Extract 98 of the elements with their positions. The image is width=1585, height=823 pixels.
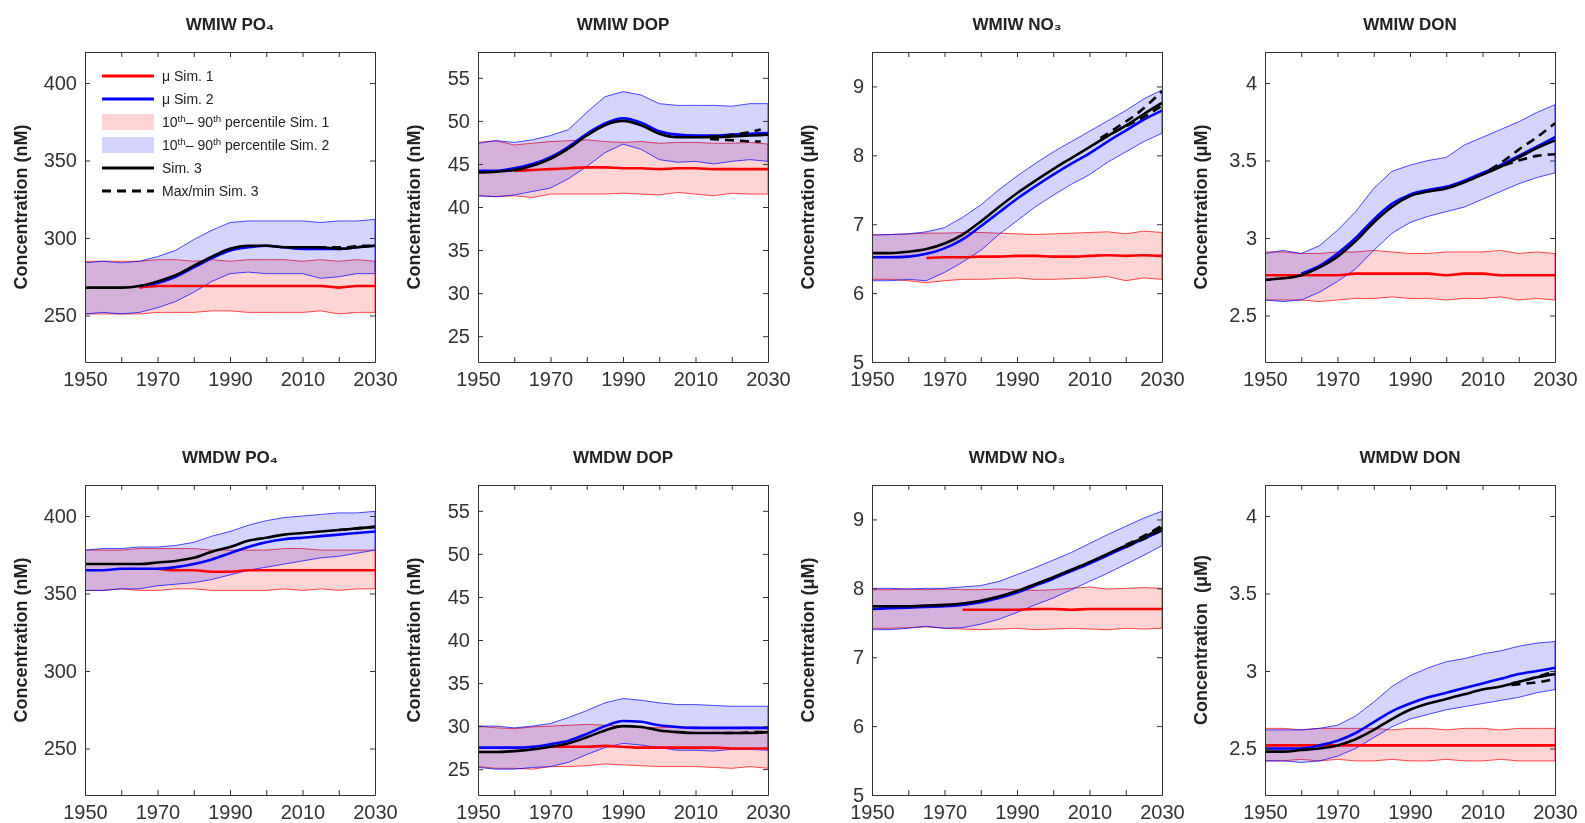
chart-title: WMIW NO₃ bbox=[972, 15, 1062, 34]
x-tick-label: 1970 bbox=[528, 801, 574, 823]
y-axis-title: Concentration (nM) bbox=[11, 124, 31, 290]
y-tick-label: 30 bbox=[447, 715, 470, 738]
x-tick-label: 1950 bbox=[1243, 801, 1288, 823]
y-tick-label: 50 bbox=[447, 109, 470, 132]
y-axis-title: Concentration (μM) bbox=[798, 557, 818, 723]
x-tick-label: 1950 bbox=[1243, 368, 1288, 391]
x-tick-label: 1990 bbox=[1388, 801, 1433, 823]
x-tick-label: 2030 bbox=[353, 368, 398, 391]
annotation: 10$^{th}$– 90$^{th}$ percentile Sim. 1 bbox=[162, 112, 330, 130]
y-tick-label: 40 bbox=[447, 628, 470, 651]
x-tick-label: 1970 bbox=[1315, 801, 1361, 823]
y-tick-label: 400 bbox=[43, 504, 77, 527]
y-tick-label: 400 bbox=[43, 71, 77, 94]
x-tick-label: 1970 bbox=[135, 368, 181, 391]
y-tick-label: 40 bbox=[447, 195, 470, 218]
y-axis-title: Concentration (nM) bbox=[404, 557, 424, 723]
y-tick-label: 4 bbox=[1245, 71, 1257, 94]
y-tick-label: 7 bbox=[852, 213, 864, 236]
x-tick-label: 1970 bbox=[528, 368, 574, 391]
y-tick-label: 3.5 bbox=[1229, 149, 1257, 172]
y-tick-label: 9 bbox=[852, 508, 864, 531]
x-tick-label: 2030 bbox=[1140, 801, 1185, 823]
y-tick-label: 250 bbox=[43, 737, 77, 760]
y-tick-label: 8 bbox=[852, 144, 864, 167]
y-tick-label: 55 bbox=[447, 66, 470, 89]
x-tick-label: 2030 bbox=[746, 368, 791, 391]
y-tick-label: 6 bbox=[852, 282, 864, 305]
y-tick-label: 45 bbox=[447, 152, 470, 175]
chart-title: WMDW NO₃ bbox=[968, 448, 1066, 467]
x-tick-label: 1950 bbox=[63, 801, 108, 823]
y-axis-title: Concentration (μM) bbox=[1191, 555, 1211, 725]
y-tick-label: 6 bbox=[852, 715, 864, 738]
y-tick-label: 2.5 bbox=[1229, 304, 1257, 327]
chart-title: WMDW DOP bbox=[572, 448, 674, 467]
y-tick-label: 35 bbox=[447, 671, 470, 694]
y-tick-label: 350 bbox=[43, 582, 77, 605]
x-tick-label: 1950 bbox=[63, 368, 108, 391]
chart-title: WMDW PO₄ bbox=[182, 448, 278, 467]
y-axis-title: Concentration (nM) bbox=[11, 557, 31, 723]
chart-title: WMIW DON bbox=[1363, 15, 1457, 34]
y-tick-label: 50 bbox=[447, 542, 470, 565]
legend-label: Sim. 3 bbox=[162, 160, 202, 176]
y-tick-label: 8 bbox=[852, 577, 864, 600]
x-tick-label: 2010 bbox=[1460, 368, 1506, 391]
x-tick-label: 2010 bbox=[280, 801, 326, 823]
chart-title: WMDW DON bbox=[1359, 448, 1461, 467]
y-tick-label: 55 bbox=[447, 499, 470, 522]
y-tick-label: 250 bbox=[43, 304, 77, 327]
x-tick-label: 1990 bbox=[208, 368, 253, 391]
legend-label: μ Sim. 1 bbox=[162, 68, 214, 84]
y-tick-label: 9 bbox=[852, 75, 864, 98]
x-tick-label: 2010 bbox=[280, 368, 326, 391]
x-tick-label: 1990 bbox=[995, 801, 1040, 823]
y-axis-title: Concentration (nM) bbox=[404, 124, 424, 290]
y-tick-label: 350 bbox=[43, 149, 77, 172]
x-tick-label: 2010 bbox=[1067, 368, 1113, 391]
x-tick-label: 2030 bbox=[353, 801, 398, 823]
x-tick-label: 2010 bbox=[1067, 801, 1113, 823]
x-tick-label: 2010 bbox=[673, 368, 719, 391]
y-tick-label: 30 bbox=[447, 282, 470, 305]
legend-label: Max/min Sim. 3 bbox=[162, 183, 259, 199]
x-tick-label: 2030 bbox=[746, 801, 791, 823]
annotation: 10$^{th}$– 90$^{th}$ percentile Sim. 2 bbox=[162, 135, 330, 153]
x-tick-label: 1970 bbox=[922, 368, 968, 391]
x-tick-label: 1990 bbox=[208, 801, 253, 823]
x-tick-label: 1970 bbox=[922, 801, 968, 823]
chart-title: WMIW PO₄ bbox=[185, 15, 275, 34]
x-tick-label: 2010 bbox=[673, 801, 719, 823]
y-axis-title: Concentration (μM) bbox=[798, 124, 818, 290]
y-tick-label: 2.5 bbox=[1229, 737, 1257, 760]
y-tick-label: 3 bbox=[1245, 659, 1257, 682]
x-tick-label: 1970 bbox=[1315, 368, 1361, 391]
x-tick-label: 1990 bbox=[995, 368, 1040, 391]
y-tick-label: 3 bbox=[1245, 226, 1257, 249]
y-tick-label: 3.5 bbox=[1229, 582, 1257, 605]
x-tick-label: 2030 bbox=[1533, 801, 1578, 823]
x-tick-label: 2010 bbox=[1460, 801, 1506, 823]
y-tick-label: 7 bbox=[852, 646, 864, 669]
x-tick-label: 1990 bbox=[601, 801, 646, 823]
x-tick-label: 1990 bbox=[1388, 368, 1433, 391]
chart-title: WMIW DOP bbox=[576, 15, 670, 34]
y-tick-label: 25 bbox=[447, 758, 470, 781]
y-tick-label: 35 bbox=[447, 238, 470, 261]
x-tick-label: 2030 bbox=[1140, 368, 1185, 391]
y-tick-label: 300 bbox=[43, 659, 77, 682]
x-tick-label: 1950 bbox=[456, 801, 501, 823]
y-axis-title: Concentration (μM) bbox=[1191, 124, 1211, 290]
x-tick-label: 1950 bbox=[456, 368, 501, 391]
x-tick-label: 1970 bbox=[135, 801, 181, 823]
legend-label: μ Sim. 2 bbox=[162, 91, 214, 107]
y-tick-label: 300 bbox=[43, 226, 77, 249]
y-tick-label: 25 bbox=[447, 325, 470, 348]
y-tick-label: 45 bbox=[447, 585, 470, 608]
y-tick-label: 4 bbox=[1245, 504, 1257, 527]
x-tick-label: 2030 bbox=[1533, 368, 1578, 391]
x-tick-label: 1990 bbox=[601, 368, 646, 391]
